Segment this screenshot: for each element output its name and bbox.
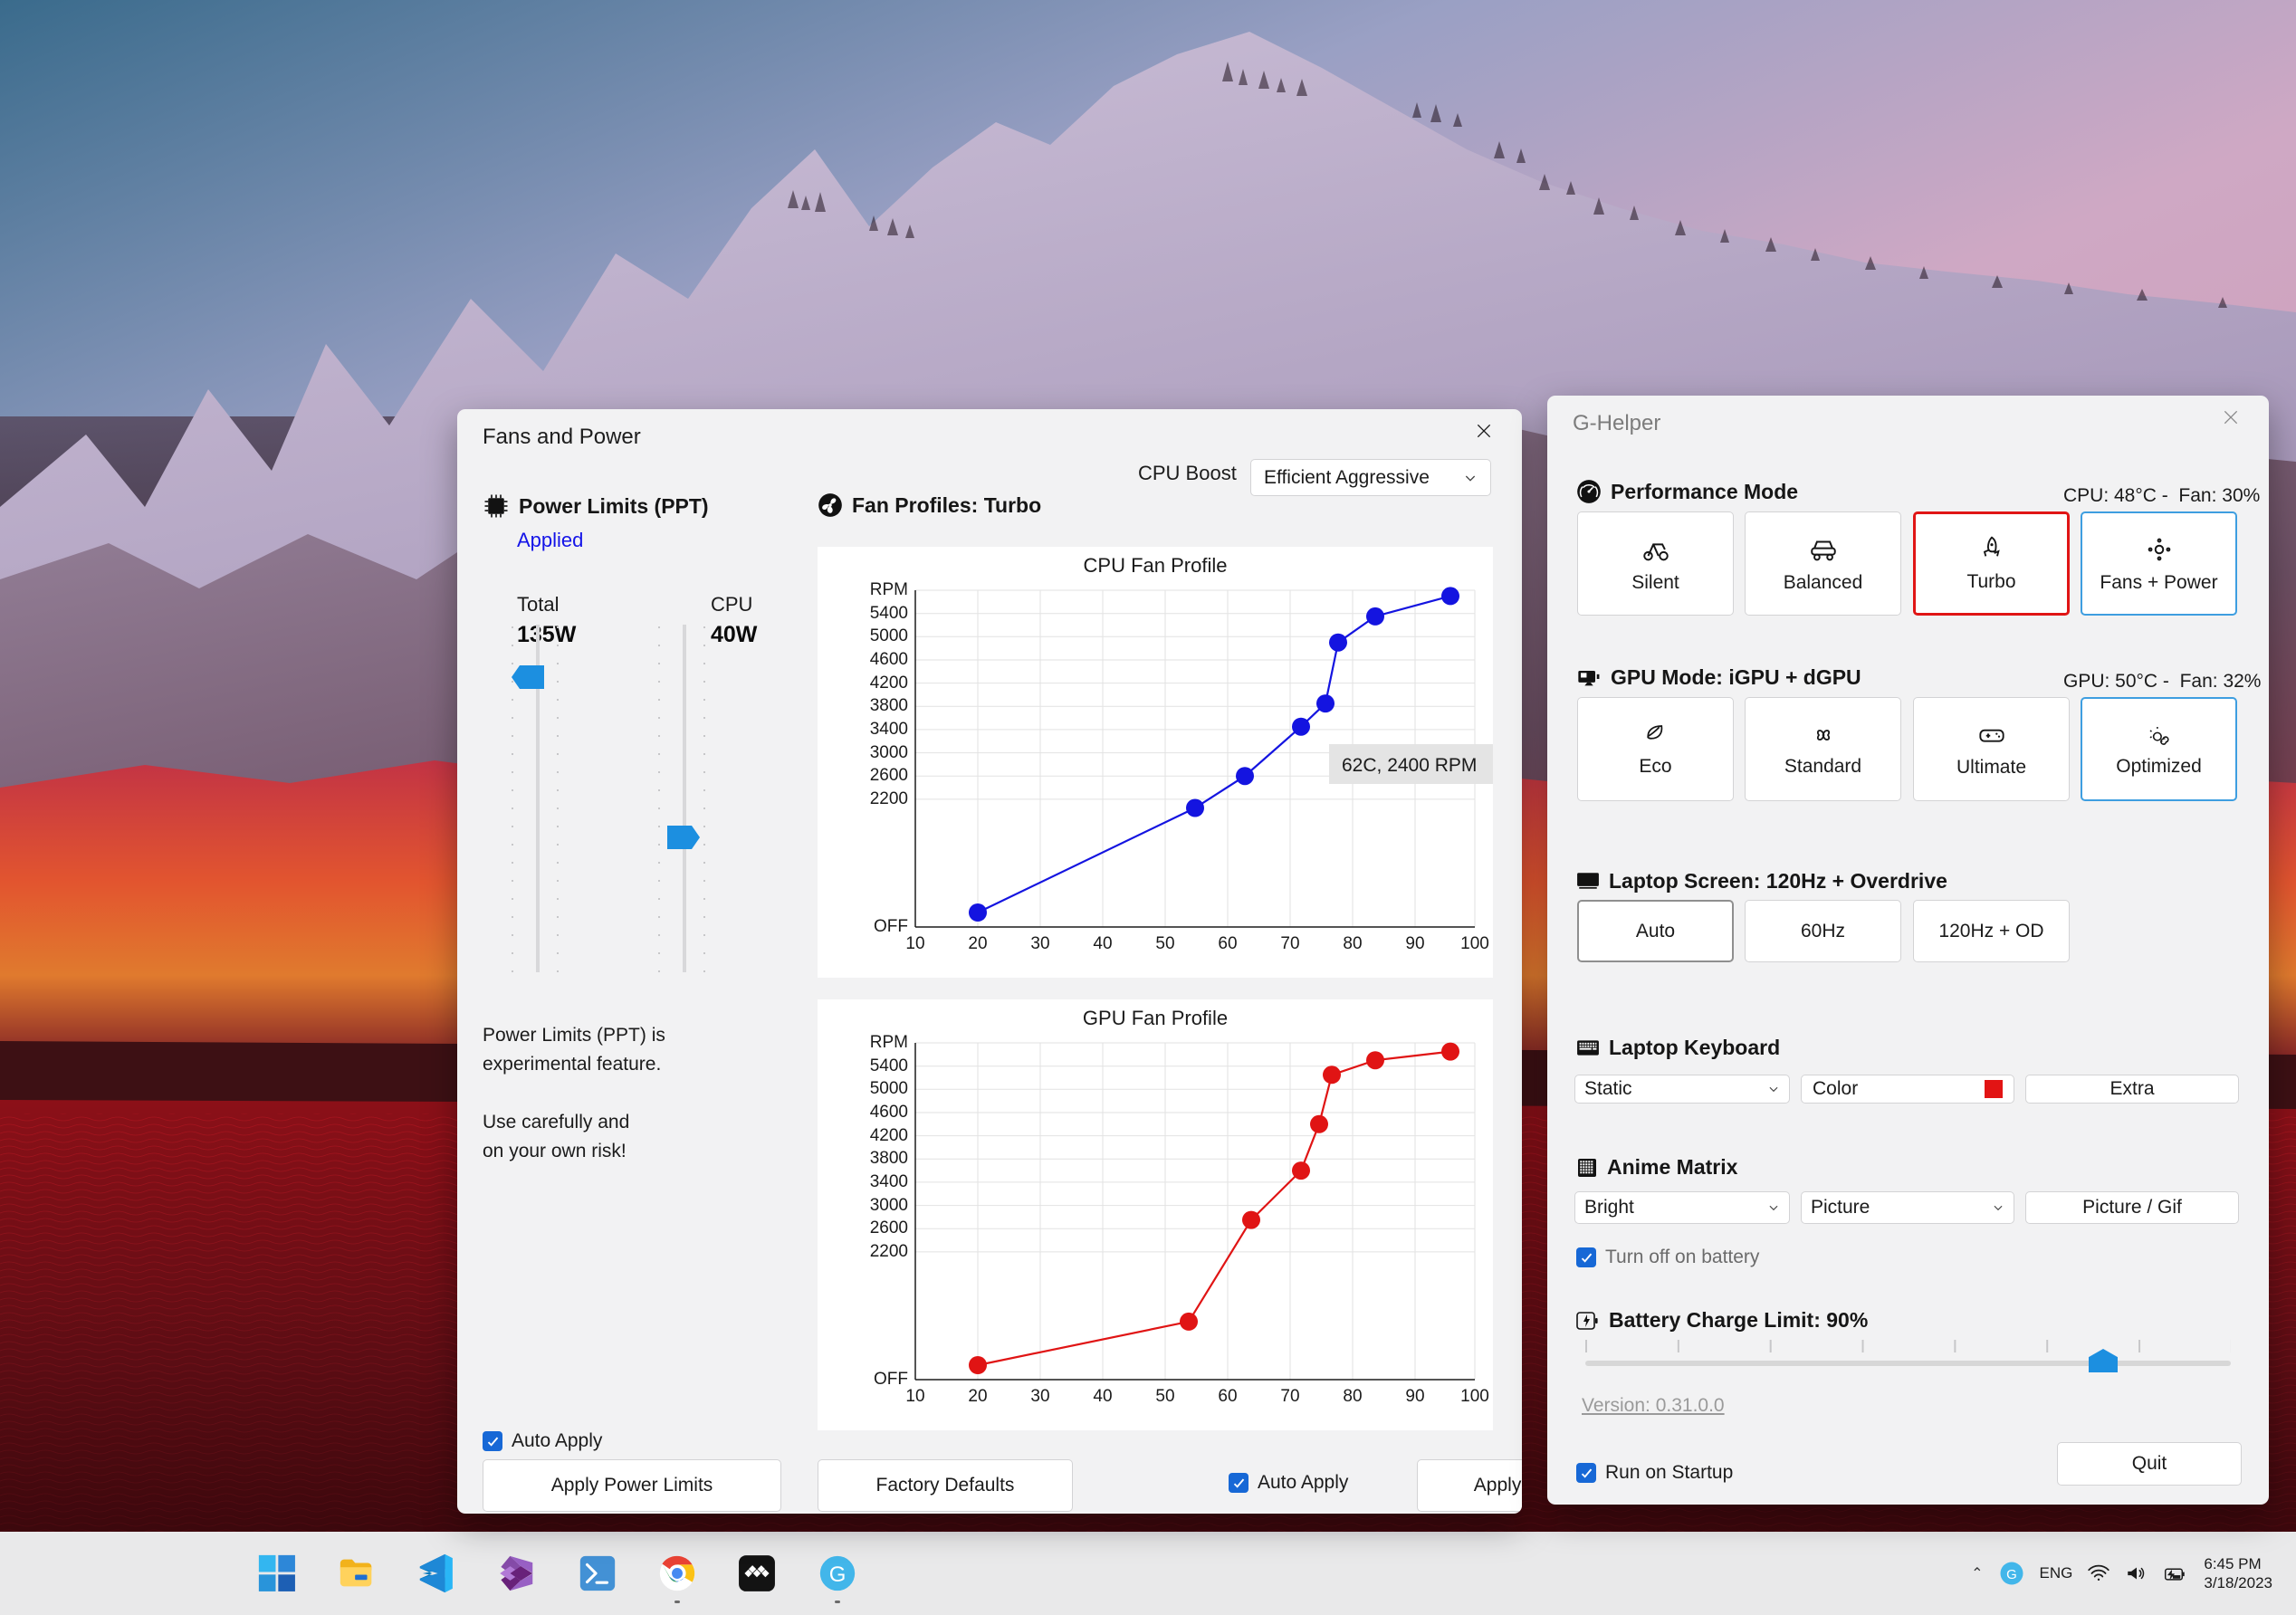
svg-text:OFF: OFF xyxy=(874,917,908,936)
svg-text:30: 30 xyxy=(1030,934,1049,953)
svg-text:GPU Fan Profile: GPU Fan Profile xyxy=(1083,1007,1228,1029)
svg-text:3400: 3400 xyxy=(870,720,908,739)
svg-text:60: 60 xyxy=(1218,934,1237,953)
svg-text:G: G xyxy=(829,1562,847,1587)
svg-text:50: 50 xyxy=(1155,934,1174,953)
svg-text:100: 100 xyxy=(1460,1387,1489,1406)
svg-text:40: 40 xyxy=(1093,934,1112,953)
svg-text:2200: 2200 xyxy=(870,789,908,808)
svg-text:90: 90 xyxy=(1405,934,1424,953)
svg-text:RPM: RPM xyxy=(870,1033,908,1052)
svg-text:4600: 4600 xyxy=(870,650,908,669)
svg-text:G: G xyxy=(2006,1567,2017,1582)
svg-text:2600: 2600 xyxy=(870,1218,908,1238)
svg-text:3800: 3800 xyxy=(870,696,908,715)
svg-text:10: 10 xyxy=(905,1387,924,1406)
svg-text:50: 50 xyxy=(1155,1387,1174,1406)
svg-text:100: 100 xyxy=(1460,934,1489,953)
svg-text:4600: 4600 xyxy=(870,1103,908,1122)
svg-text:2200: 2200 xyxy=(870,1242,908,1261)
svg-text:62C, 2400 RPM: 62C, 2400 RPM xyxy=(1342,755,1477,776)
svg-text:20: 20 xyxy=(968,934,987,953)
svg-text:70: 70 xyxy=(1280,1387,1299,1406)
svg-text:3400: 3400 xyxy=(870,1172,908,1191)
svg-text:4200: 4200 xyxy=(870,1126,908,1145)
svg-text:90: 90 xyxy=(1405,1387,1424,1406)
svg-text:5000: 5000 xyxy=(870,1079,908,1098)
svg-text:4200: 4200 xyxy=(870,674,908,693)
svg-text:80: 80 xyxy=(1343,934,1362,953)
svg-text:40: 40 xyxy=(1093,1387,1112,1406)
svg-text:70: 70 xyxy=(1280,934,1299,953)
svg-text:5000: 5000 xyxy=(870,626,908,645)
svg-text:30: 30 xyxy=(1030,1387,1049,1406)
svg-text:3000: 3000 xyxy=(870,1196,908,1215)
svg-text:80: 80 xyxy=(1343,1387,1362,1406)
svg-text:5400: 5400 xyxy=(870,1056,908,1075)
svg-text:3000: 3000 xyxy=(870,743,908,762)
svg-text:RPM: RPM xyxy=(870,580,908,599)
svg-text:5400: 5400 xyxy=(870,604,908,623)
svg-text:CPU Fan Profile: CPU Fan Profile xyxy=(1084,554,1228,577)
svg-text:3800: 3800 xyxy=(870,1149,908,1168)
svg-text:60: 60 xyxy=(1218,1387,1237,1406)
svg-text:10: 10 xyxy=(905,934,924,953)
svg-text:20: 20 xyxy=(968,1387,987,1406)
svg-text:2600: 2600 xyxy=(870,766,908,785)
svg-text:OFF: OFF xyxy=(874,1370,908,1389)
